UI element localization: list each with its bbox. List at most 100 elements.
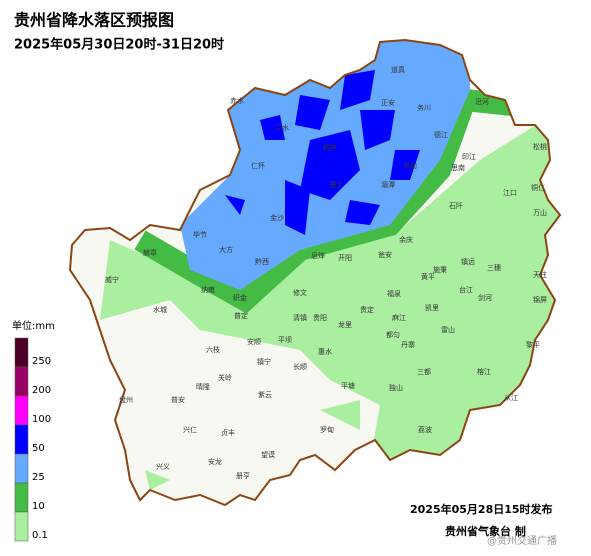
place-label: 修文	[293, 288, 307, 297]
place-label: 黔西	[255, 257, 269, 266]
place-label: 榕江	[477, 367, 491, 376]
legend-swatch	[14, 395, 29, 426]
place-label: 大方	[219, 245, 233, 254]
legend-label: 50	[32, 443, 45, 454]
place-label: 织金	[233, 293, 247, 302]
place-label: 镇远	[461, 257, 475, 266]
place-label: 毕节	[193, 230, 207, 239]
place-label: 都匀	[386, 330, 400, 339]
issued: 2025年05月28日15时发布	[410, 502, 553, 516]
place-label: 平坝	[278, 335, 292, 344]
place-label: 罗甸	[320, 425, 334, 434]
legend-label: 200	[32, 385, 51, 396]
place-label: 关岭	[218, 373, 232, 382]
place-label: 三都	[417, 368, 431, 376]
title: 贵州省降水落区预报图	[14, 11, 174, 30]
place-label: 从江	[504, 394, 518, 402]
place-label: 剑河	[478, 293, 492, 302]
place-label: 贵定	[360, 305, 374, 314]
place-label: 荔波	[418, 425, 432, 434]
place-label: 威宁	[105, 275, 119, 284]
place-label: 德江	[434, 130, 448, 139]
legend-label: 100	[32, 414, 51, 425]
place-label: 福泉	[387, 289, 401, 298]
place-label: 凤冈	[403, 162, 417, 170]
place-label: 平塘	[341, 381, 355, 390]
place-label: 安龙	[208, 457, 222, 466]
legend: 250 200 100 50 25 10 0.1	[14, 337, 51, 542]
watermark: @贵州交通广播	[487, 534, 557, 547]
place-label: 台江	[459, 285, 473, 294]
place-label: 惠水	[318, 347, 332, 356]
place-label: 麻江	[392, 313, 406, 322]
place-label: 六枝	[206, 345, 220, 354]
place-label: 思南	[451, 163, 465, 172]
place-label: 瓮安	[378, 250, 392, 259]
place-label: 赤水	[230, 96, 244, 105]
place-label: 石阡	[449, 201, 463, 210]
place-label: 印江	[462, 153, 476, 161]
place-label: 三穗	[487, 263, 501, 272]
legend-swatch	[14, 482, 29, 513]
place-label: 普安	[171, 395, 185, 404]
place-label: 清镇	[293, 313, 307, 322]
place-label: 息烽	[311, 251, 325, 260]
legend-label: 10	[32, 501, 45, 512]
place-label: 湄潭	[381, 180, 395, 189]
legend-label: 25	[32, 472, 45, 483]
legend-label: 0.1	[32, 530, 48, 541]
place-label: 长顺	[293, 362, 307, 371]
legend-swatch	[14, 424, 29, 455]
place-label: 龙里	[338, 320, 352, 329]
place-label: 黎平	[526, 340, 540, 349]
place-label: 锦屏	[533, 295, 547, 304]
place-label: 赫章	[143, 248, 157, 257]
place-label: 遵义	[329, 180, 343, 189]
place-label: 沿河	[475, 97, 489, 106]
place-label: 丹寨	[401, 340, 415, 349]
place-label: 贞丰	[221, 428, 235, 437]
place-label: 望谟	[261, 450, 275, 459]
place-label: 正安	[381, 98, 395, 107]
place-label: 松桃	[533, 142, 547, 151]
place-label: 镇宁	[257, 357, 271, 366]
place-label: 紫云	[258, 391, 272, 399]
place-label: 习水	[275, 123, 289, 132]
place-label: 独山	[389, 383, 403, 392]
legend-swatch	[14, 337, 29, 368]
place-label: 册亨	[236, 471, 250, 480]
place-label: 贵阳	[313, 313, 327, 322]
place-label: 金沙	[270, 213, 284, 222]
place-label: 施秉	[433, 265, 447, 274]
place-label: 兴义	[156, 462, 170, 471]
legend-swatch	[14, 511, 29, 542]
place-label: 万山	[533, 208, 547, 217]
place-label: 纳雍	[201, 285, 215, 294]
place-label: 普定	[234, 311, 248, 320]
place-label: 雷山	[441, 325, 455, 334]
place-label: 天柱	[533, 270, 547, 279]
place-label: 江口	[503, 189, 517, 197]
issuer: 贵州省气象台 制	[445, 524, 526, 538]
place-label: 黄平	[421, 272, 435, 281]
legend-swatch	[14, 453, 29, 484]
place-label: 凯里	[425, 303, 439, 312]
legend-unit: 单位:mm	[12, 319, 55, 332]
place-label: 仁怀	[251, 161, 265, 170]
place-label: 安顺	[247, 337, 261, 346]
place-label: 铜仁	[531, 183, 545, 192]
place-label: 道真	[391, 65, 405, 74]
place-label: 桐梓	[323, 143, 337, 152]
area-light	[100, 110, 560, 505]
place-label: 盘州	[119, 395, 133, 404]
place-label: 余庆	[399, 235, 413, 244]
place-label: 晴隆	[196, 382, 210, 391]
place-label: 务川	[417, 103, 431, 112]
subtitle: 2025年05月30日20时-31日20时	[14, 37, 224, 53]
place-label: 兴仁	[183, 425, 197, 434]
place-label: 开阳	[338, 253, 352, 262]
legend-swatch	[14, 366, 29, 397]
